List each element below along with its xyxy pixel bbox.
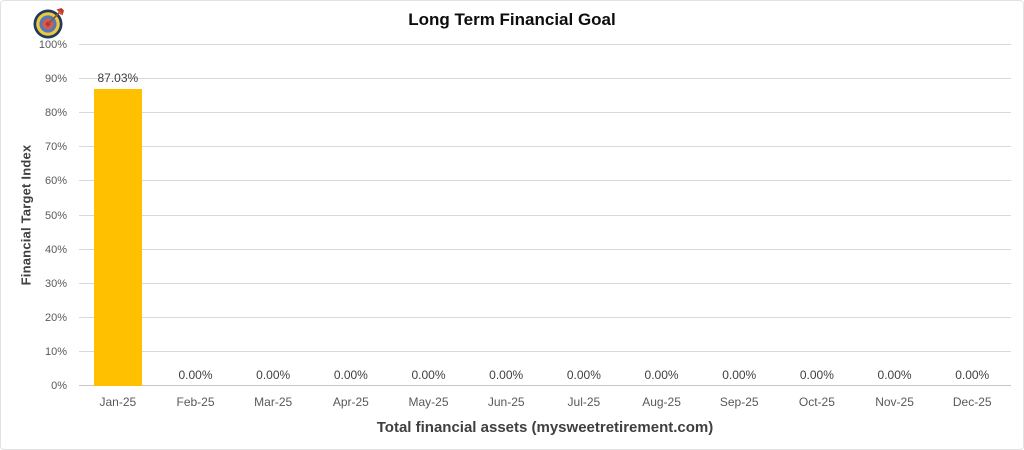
data-label: 0.00% [489,368,524,382]
x-axis-tick-labels: Jan-25 Feb-25 Mar-25 Apr-25 May-25 Jun-25 Jul-… [79,395,1011,409]
y-tick-label: 80% [44,107,67,120]
y-tick-label: 70% [44,141,67,154]
x-tick-label: May-25 [408,395,449,409]
y-tick-label: 50% [44,209,67,222]
data-label: 0.00% [333,368,368,382]
gridline [79,112,1011,114]
y-tick-label: 20% [44,311,67,324]
x-tick-label: Dec-25 [952,395,992,409]
bar-slot: 0.00% [157,45,235,386]
gridline [79,350,1011,352]
x-tick-label: Jan-25 [99,395,137,409]
bar-slot: 0.00% [545,45,623,386]
bar-slot: 0.00% [390,45,468,386]
y-tick-label: 60% [44,175,67,188]
gridline [79,248,1011,250]
x-tick-label: Nov-25 [875,395,914,409]
data-label: 0.00% [256,368,291,382]
bar [93,89,142,386]
gridline [79,214,1011,216]
data-label: 0.00% [799,368,834,382]
x-tick-label: Aug-25 [642,395,681,409]
x-tick-label: Mar-25 [254,395,293,409]
gridline [79,78,1011,80]
bar-series: 87.03% 0.00% 0.00% 0.00% 0.00% 0.00% 0.00% 0.00… [79,45,1011,386]
x-tick-label: Jul-25 [567,395,601,409]
bar-slot: 0.00% [700,45,778,386]
y-tick-label: 0% [51,380,67,392]
bar-slot: 0.00% [623,45,701,386]
data-label: 0.00% [877,368,912,382]
x-tick-label: Apr-25 [332,395,369,409]
x-tick-label: Sep-25 [719,395,759,409]
data-label: 0.00% [411,368,446,382]
bar-slot: 0.00% [856,45,934,386]
gridline [79,44,1011,45]
y-tick-label: 40% [44,243,67,256]
y-tick-label: 100% [38,39,67,51]
bar-slot: 0.00% [312,45,390,386]
x-axis-line [79,385,1011,386]
bar-slot: 87.03% [79,45,157,386]
y-tick-label: 30% [44,277,67,290]
bar-slot: 0.00% [467,45,545,386]
bar-slot: 0.00% [234,45,312,386]
data-label: 0.00% [178,368,213,382]
data-label: 87.03% [97,71,139,86]
x-tick-label: Jun-25 [487,395,525,409]
data-label: 0.00% [566,368,601,382]
dartboard-icon [31,5,67,41]
y-tick-label: 90% [44,73,67,86]
gridline [79,146,1011,148]
y-axis-tick-labels: 0% 10% 20% 30% 40% 50% 60% 70% 80% 90% 100% [1,39,67,392]
chart-title: Long Term Financial Goal [408,10,616,29]
gridline [79,316,1011,318]
x-tick-label: Oct-25 [798,395,835,409]
bar-slot: 0.00% [778,45,856,386]
data-label: 0.00% [955,368,990,382]
data-label: 0.00% [722,368,757,382]
plot-area: 87.03% 0.00% 0.00% 0.00% 0.00% 0.00% 0.00% 0.00… [79,44,1011,386]
gridline [79,282,1011,284]
gridline [79,180,1011,182]
x-axis-title: Total financial assets (mysweetretiremen… [376,419,714,436]
x-tick-label: Feb-25 [176,395,215,409]
data-label: 0.00% [644,368,679,382]
bar-slot: 0.00% [933,45,1011,386]
y-tick-label: 10% [44,345,67,358]
